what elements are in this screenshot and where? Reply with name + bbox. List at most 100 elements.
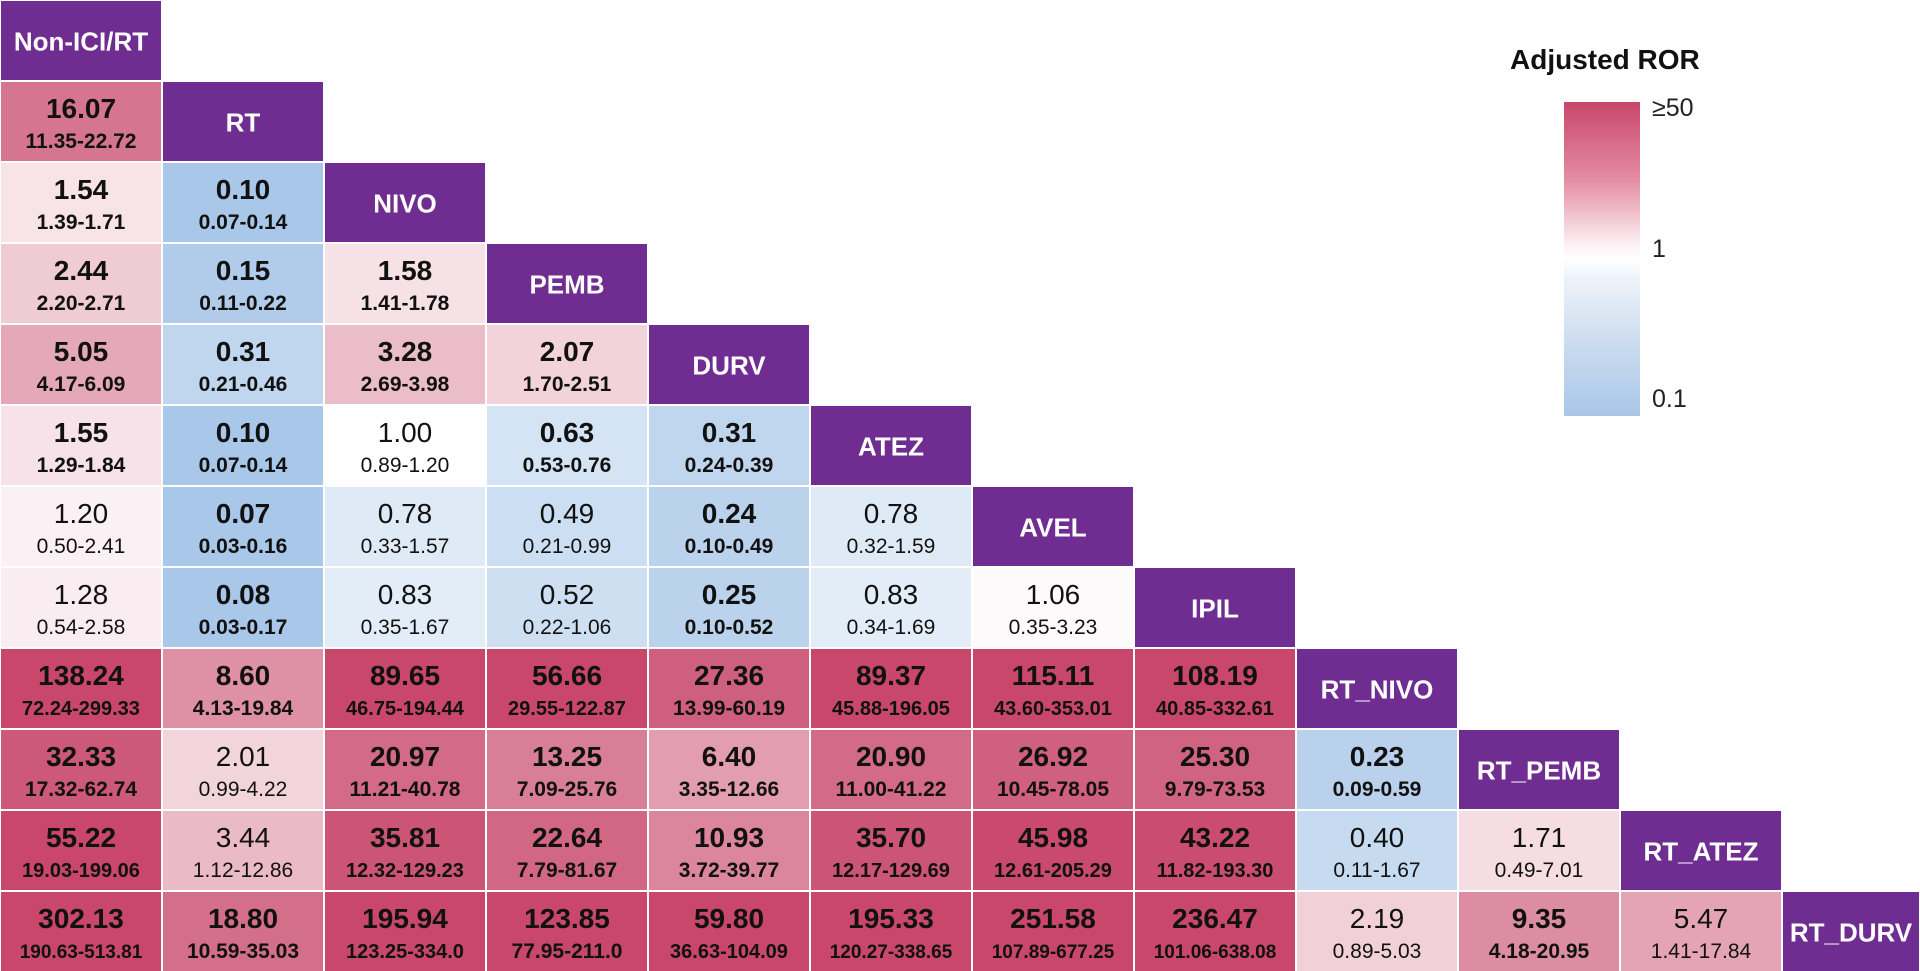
heatmap-cell — [973, 730, 1133, 809]
cell-ror-value: 35.81 — [370, 822, 440, 853]
cell-ci-range: 107.89-677.25 — [992, 942, 1115, 963]
diagonal-label: NIVO — [373, 189, 437, 219]
heatmap-cell — [1297, 730, 1457, 809]
cell-ror-value: 20.97 — [370, 741, 440, 772]
cell-ror-value: 0.31 — [702, 417, 757, 448]
legend-gradient-bar — [1564, 102, 1640, 416]
heatmap-cell — [487, 811, 647, 890]
cell-ror-value: 0.08 — [216, 579, 271, 610]
cell-ror-value: 2.01 — [216, 741, 271, 772]
heatmap-cell — [1135, 892, 1295, 971]
cell-ci-range: 0.32-1.59 — [847, 535, 936, 558]
cell-ror-value: 251.58 — [1010, 903, 1096, 934]
cell-ci-range: 11.82-193.30 — [1157, 860, 1274, 882]
cell-ci-range: 0.03-0.17 — [199, 616, 288, 639]
heatmap-cell — [1, 406, 161, 485]
diagonal-label: RT_NIVO — [1321, 675, 1434, 705]
heatmap-cell — [1297, 892, 1457, 971]
heatmap-cell — [163, 325, 323, 404]
heatmap-cell — [973, 811, 1133, 890]
cell-ci-range: 0.35-1.67 — [361, 616, 450, 639]
heatmap-cell — [1297, 811, 1457, 890]
cell-ror-value: 1.20 — [54, 498, 109, 529]
heatmap-cell — [1, 82, 161, 161]
cell-ror-value: 2.19 — [1350, 903, 1405, 934]
cell-ci-range: 0.11-0.22 — [199, 292, 287, 315]
diagonal-label: RT_PEMB — [1477, 756, 1601, 786]
cell-ror-value: 1.71 — [1512, 822, 1567, 853]
cell-ci-range: 120.27-338.65 — [830, 942, 953, 963]
cell-ci-range: 7.79-81.67 — [517, 859, 617, 882]
cell-ror-value: 0.24 — [702, 498, 757, 529]
diagonal-label-bg — [163, 82, 323, 161]
cell-ror-value: 123.85 — [524, 903, 610, 934]
diagonal-label: PEMB — [529, 270, 604, 300]
cell-ci-range: 4.13-19.84 — [193, 697, 294, 720]
cell-ror-value: 1.00 — [378, 417, 433, 448]
cell-ror-value: 1.55 — [54, 417, 109, 448]
heatmap-cell — [1135, 649, 1295, 728]
heatmap-cell — [1135, 730, 1295, 809]
color-legend: Adjusted ROR ≥50 1 0.1 — [1480, 40, 1780, 440]
cell-ror-value: 89.37 — [856, 660, 926, 691]
heatmap-cell — [325, 325, 485, 404]
cell-ci-range: 0.09-0.59 — [1333, 778, 1422, 801]
cell-ror-value: 35.70 — [856, 822, 926, 853]
heatmap-cell — [649, 649, 809, 728]
cell-ci-range: 0.07-0.14 — [199, 454, 288, 477]
heatmap-cell — [1, 244, 161, 323]
heatmap-cell — [649, 730, 809, 809]
diagonal-label-bg — [649, 325, 809, 404]
diagonal-label-bg — [1621, 811, 1781, 890]
heatmap-cell — [163, 163, 323, 242]
cell-ror-value: 55.22 — [46, 822, 116, 853]
heatmap-cell — [487, 568, 647, 647]
cell-ci-range: 0.50-2.41 — [37, 535, 126, 558]
cell-ror-value: 6.40 — [702, 741, 757, 772]
diagonal-label: IPIL — [1191, 594, 1239, 624]
cell-ror-value: 56.66 — [532, 660, 602, 691]
cell-ci-range: 13.99-60.19 — [673, 697, 785, 720]
heatmap-cell — [811, 892, 971, 971]
cell-ror-value: 0.31 — [216, 336, 271, 367]
cell-ci-range: 43.60-353.01 — [994, 698, 1112, 720]
legend-tick-max: ≥50 — [1652, 94, 1694, 122]
cell-ci-range: 10.59-35.03 — [187, 940, 299, 963]
heatmap-cell — [325, 730, 485, 809]
cell-ror-value: 26.92 — [1018, 741, 1088, 772]
diagonal-label: AVEL — [1019, 513, 1087, 543]
cell-ror-value: 3.28 — [378, 336, 433, 367]
cell-ci-range: 11.00-41.22 — [836, 778, 947, 801]
heatmap-cell — [487, 406, 647, 485]
cell-ror-value: 0.63 — [540, 417, 595, 448]
cell-ci-range: 3.72-39.77 — [679, 859, 779, 882]
legend-tick-mid: 1 — [1652, 235, 1666, 263]
cell-ci-range: 4.18-20.95 — [1489, 940, 1590, 963]
cell-ci-range: 12.61-205.29 — [994, 860, 1112, 882]
cell-ci-range: 0.34-1.69 — [847, 616, 936, 639]
cell-ci-range: 11.21-40.78 — [350, 778, 461, 801]
cell-ror-value: 0.25 — [702, 579, 757, 610]
cell-ror-value: 0.07 — [216, 498, 271, 529]
cell-ror-value: 0.83 — [864, 579, 919, 610]
cell-ror-value: 302.13 — [38, 903, 124, 934]
cell-ci-range: 10.45-78.05 — [997, 778, 1109, 801]
heatmap-cell — [325, 487, 485, 566]
heatmap-cell — [649, 568, 809, 647]
cell-ror-value: 8.60 — [216, 660, 271, 691]
cell-ci-range: 12.17-129.69 — [832, 860, 950, 882]
diagonal-label-bg — [325, 163, 485, 242]
heatmap-cell — [649, 487, 809, 566]
heatmap-cell — [325, 406, 485, 485]
cell-ci-range: 7.09-25.76 — [517, 778, 617, 801]
heatmap-cell — [163, 244, 323, 323]
cell-ror-value: 43.22 — [1180, 822, 1250, 853]
cell-ror-value: 0.10 — [216, 174, 271, 205]
cell-ci-range: 1.41-1.78 — [361, 292, 450, 315]
heatmap-cell — [325, 811, 485, 890]
cell-ror-value: 59.80 — [694, 903, 764, 934]
cell-ror-value: 195.94 — [362, 903, 448, 934]
cell-ci-range: 0.89-5.03 — [1333, 940, 1422, 963]
cell-ror-value: 0.23 — [1350, 741, 1405, 772]
